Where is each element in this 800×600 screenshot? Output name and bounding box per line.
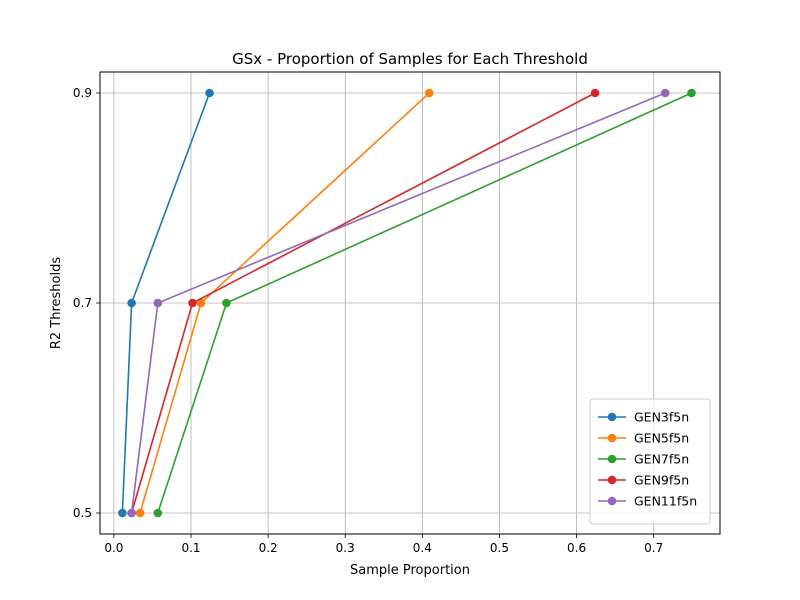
y-tick-label: 0.7 (73, 296, 92, 310)
legend-box (589, 398, 711, 525)
data-point (424, 88, 434, 98)
y-tick-label: 0.9 (73, 86, 92, 100)
data-point (590, 88, 600, 98)
x-tick-label: 0.6 (567, 541, 586, 555)
x-tick-label: 0.5 (490, 541, 509, 555)
x-tick-label: 0.2 (259, 541, 278, 555)
legend-label: GEN9f5n (634, 473, 689, 488)
legend-item: GEN3f5n (598, 410, 689, 425)
series-layer (118, 88, 696, 518)
data-point (118, 508, 127, 518)
data-point (127, 508, 136, 518)
series-gen11f5n (127, 88, 670, 518)
chart-title: GSx - Proportion of Samples for Each Thr… (232, 50, 588, 68)
data-point (188, 298, 197, 308)
legend-item: GEN11f5n (598, 494, 697, 509)
legend-label: GEN3f5n (634, 410, 689, 425)
series-gen3f5n (118, 88, 214, 518)
data-point (153, 508, 163, 518)
x-axis-label: Sample Proportion (350, 563, 470, 578)
data-point (196, 298, 206, 308)
legend-marker (607, 475, 617, 485)
x-tick-label: 0.4 (413, 541, 432, 555)
series-gen7f5n (153, 88, 696, 518)
data-point (135, 508, 145, 518)
data-point (660, 88, 670, 98)
x-tick-label: 0.1 (181, 541, 200, 555)
legend-marker (607, 496, 617, 506)
data-point (153, 298, 163, 308)
data-point (687, 88, 696, 98)
series-gen5f5n (135, 88, 434, 518)
legend-item: GEN5f5n (598, 431, 689, 446)
y-axis-label: R2 Thresholds (49, 257, 64, 350)
legend-marker (607, 412, 617, 422)
legend-label: GEN5f5n (634, 431, 689, 446)
legend-item: GEN9f5n (598, 473, 689, 488)
legend-item: GEN7f5n (598, 452, 689, 467)
data-point (127, 298, 136, 308)
legend: GEN3f5n GEN5f5n GEN7f5n GEN9f5n GEN11f5n (589, 398, 711, 525)
axis-ticks: 0.0 0.1 0.2 0.3 0.4 0.5 0.6 0.7 0.5 0.7 0.9 (73, 86, 663, 555)
x-tick-label: 0.7 (644, 541, 663, 555)
legend-label: GEN11f5n (634, 494, 697, 509)
x-tick-label: 0.3 (336, 541, 355, 555)
data-point (205, 88, 214, 98)
legend-marker (607, 454, 617, 464)
y-tick-label: 0.5 (73, 506, 92, 520)
legend-label: GEN7f5n (634, 452, 689, 467)
legend-marker (607, 433, 617, 443)
data-point (222, 298, 231, 308)
x-tick-label: 0.0 (104, 541, 123, 555)
